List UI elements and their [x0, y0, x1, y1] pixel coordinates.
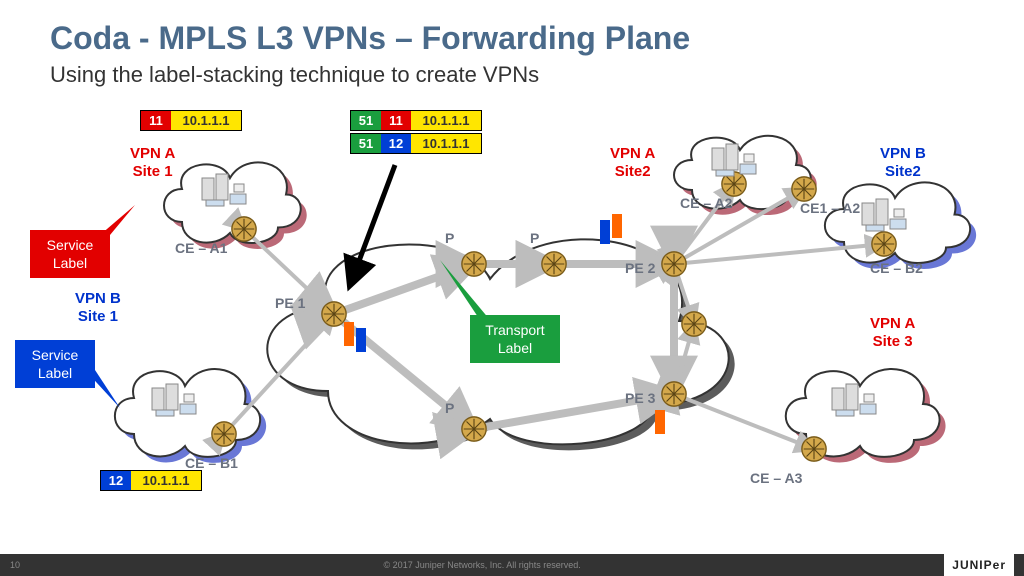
router-icon: [800, 435, 828, 463]
node-label: PE 3: [625, 390, 655, 406]
vpn-label: VPN BSite 1: [75, 290, 121, 326]
packet-bar: [612, 214, 622, 238]
router-icon: [660, 250, 688, 278]
servers-icon: [710, 140, 760, 180]
vpn-label: VPN BSite2: [880, 145, 926, 181]
callout: TransportLabel: [470, 315, 560, 363]
node-label: CE – A2: [680, 195, 732, 211]
callout: ServiceLabel: [30, 230, 110, 278]
footer-bar: 10 © 2017 Juniper Networks, Inc. All rig…: [0, 554, 1024, 576]
vpn-label: VPN ASite2: [610, 145, 655, 181]
label-stack: 1210.1.1.1: [100, 470, 202, 491]
network-diagram: CE – A1 CE – B1 PE 1 P P P PE 2 PE 3 CE – A2 CE1 …: [0, 100, 1024, 540]
servers-icon: [830, 380, 880, 420]
node-label: P: [530, 230, 539, 246]
router-icon: [230, 215, 258, 243]
vpn-label: VPN ASite 3: [870, 315, 915, 351]
node-label: P: [445, 400, 454, 416]
callout: ServiceLabel: [15, 340, 95, 388]
packet-bar: [356, 328, 366, 352]
label-stack: 511110.1.1.1511210.1.1.1: [350, 110, 482, 154]
router-icon: [460, 415, 488, 443]
packet-bar: [600, 220, 610, 244]
packet-bar: [655, 410, 665, 434]
node-label: CE1 – A2: [800, 200, 860, 216]
router-icon: [540, 250, 568, 278]
juniper-logo: JUNIPer: [944, 554, 1014, 576]
router-icon: [790, 175, 818, 203]
router-icon: [660, 380, 688, 408]
router-icon: [210, 420, 238, 448]
node-label: CE – B2: [870, 260, 923, 276]
page-subtitle: Using the label-stacking technique to cr…: [0, 62, 1024, 88]
copyright: © 2017 Juniper Networks, Inc. All rights…: [384, 560, 581, 570]
servers-icon: [200, 170, 250, 210]
page-title: Coda - MPLS L3 VPNs – Forwarding Plane: [0, 0, 1024, 62]
node-label: CE – B1: [185, 455, 238, 471]
node-label: P: [445, 230, 454, 246]
vpn-label: VPN ASite 1: [130, 145, 175, 181]
label-stack: 1110.1.1.1: [140, 110, 242, 131]
servers-icon: [150, 380, 200, 420]
node-label: PE 1: [275, 295, 305, 311]
node-label: CE – A1: [175, 240, 227, 256]
servers-icon: [860, 195, 910, 235]
packet-bar: [344, 322, 354, 346]
node-label: PE 2: [625, 260, 655, 276]
page-number: 10: [10, 560, 20, 570]
router-icon: [680, 310, 708, 338]
node-label: CE – A3: [750, 470, 802, 486]
